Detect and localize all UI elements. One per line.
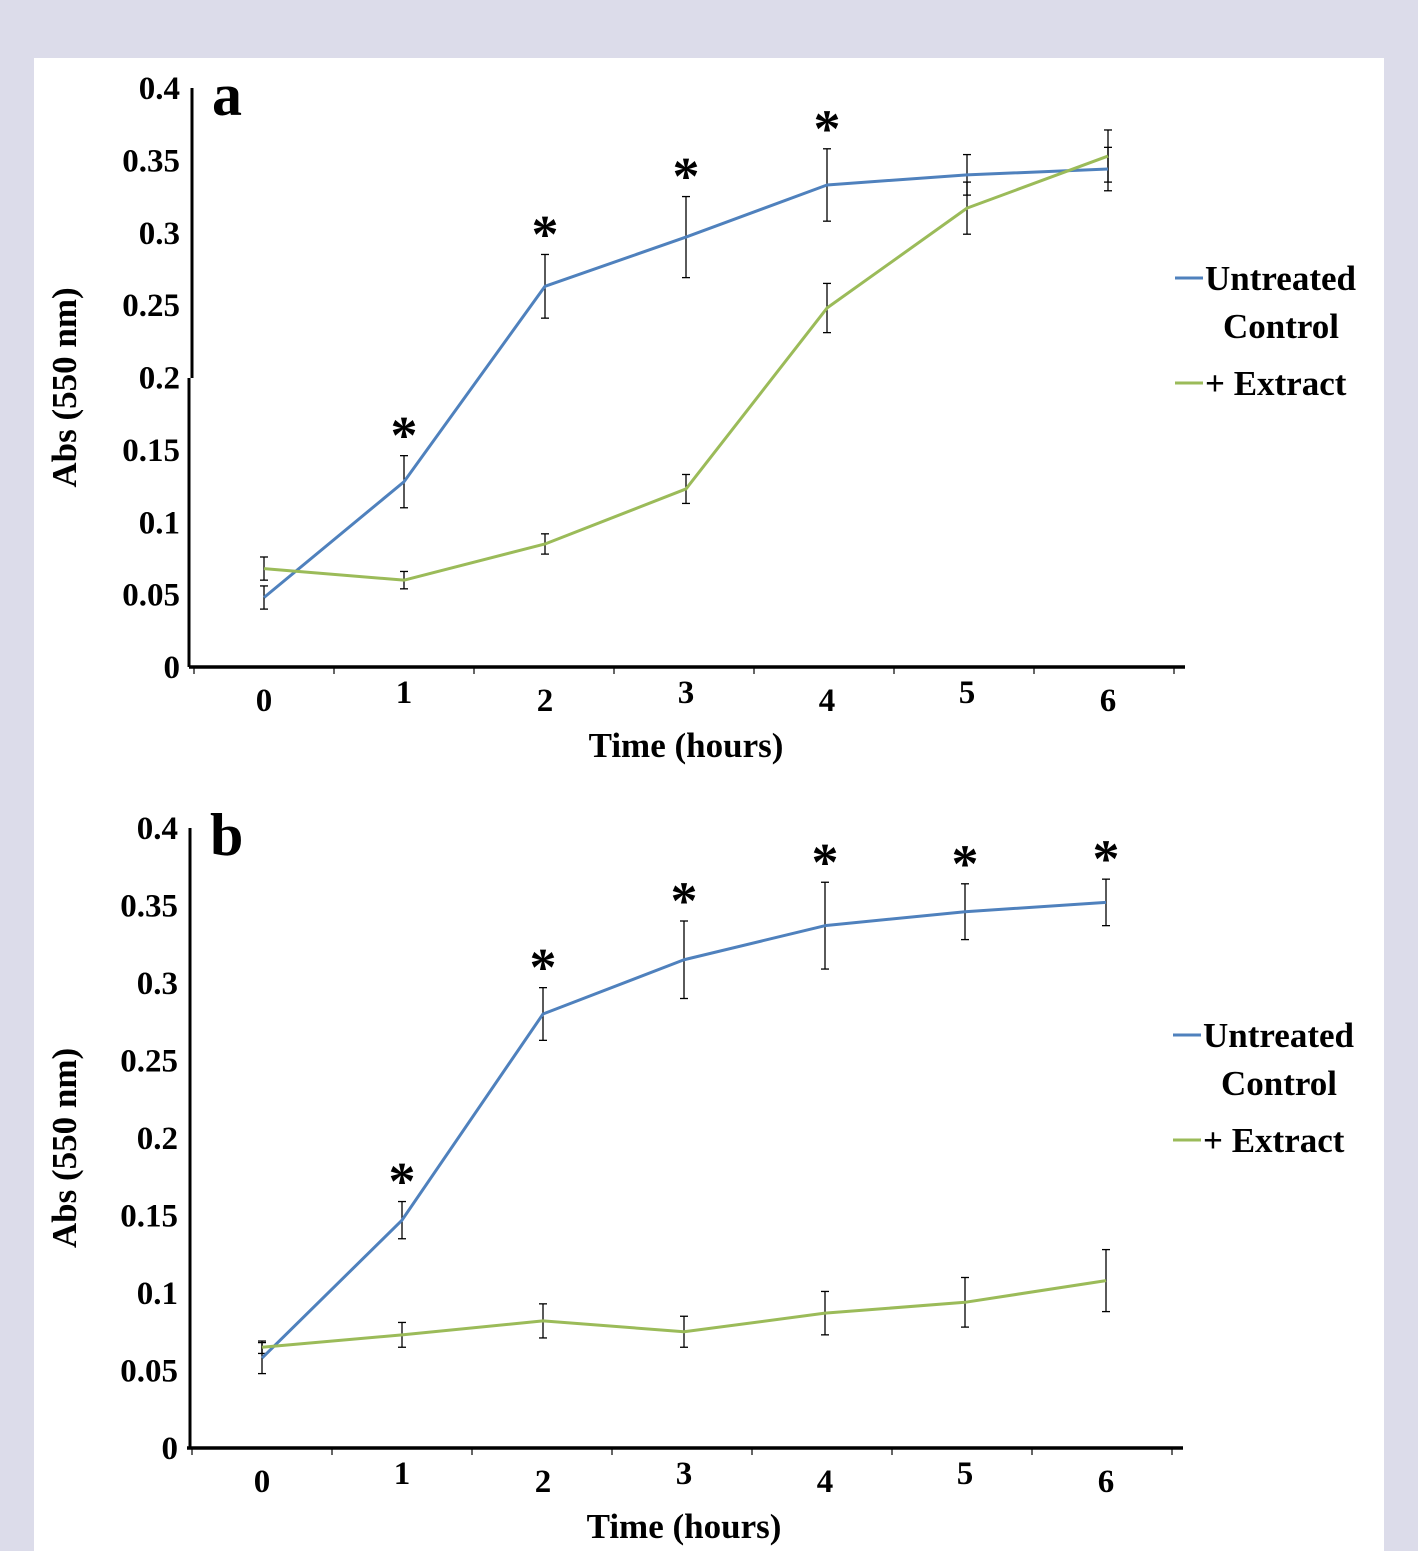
significance-asterisk: *: [673, 147, 700, 207]
x-tick-label: 0: [256, 683, 273, 719]
x-tick-label: 4: [819, 683, 836, 719]
panel-label: b: [210, 802, 243, 868]
y-tick-label: 0.15: [120, 1199, 178, 1235]
y-axis-title: Abs (550 nm): [45, 287, 84, 487]
x-axis-title: Time (hours): [587, 1507, 782, 1546]
x-tick-label: 4: [817, 1464, 834, 1500]
significance-asterisk: *: [530, 938, 557, 998]
x-tick-label: 2: [535, 1464, 552, 1500]
legend-label-extract: + Extract: [1205, 364, 1347, 403]
y-tick-label: 0.4: [137, 811, 178, 847]
x-tick-label: 6: [1098, 1464, 1115, 1500]
x-tick-label: 3: [676, 1456, 693, 1492]
x-tick-label: 5: [959, 675, 976, 711]
y-tick-label: 0.25: [120, 1044, 178, 1080]
legend: Untreated Control + Extract: [1175, 259, 1357, 403]
y-tick-label: 0.05: [122, 578, 180, 614]
significance-asterisk: *: [812, 832, 839, 892]
y-tick-label: 0.35: [122, 143, 180, 179]
y-tick-label: 0.4: [139, 71, 180, 107]
legend: Untreated Control + Extract: [1173, 1016, 1355, 1160]
series-line-extract: [261, 1279, 1107, 1349]
y-tick-label: 0.2: [139, 361, 180, 397]
chart-a: 0 0.05 0.1 0.15 0.2 0.25 0.3 0.35 0.4 0 1 2 3 4 5 6 Time…: [45, 62, 1357, 765]
y-tick-label: 0: [162, 1431, 179, 1467]
chart-b: 0 0.05 0.1 0.15 0.2 0.25 0.3 0.35 0.4 0 1 2 3 4 5 6 Time…: [45, 802, 1355, 1546]
x-tick-label: 1: [396, 675, 413, 711]
legend-label-untreated-control: Untreated Control: [1205, 259, 1357, 346]
x-tick-label: 1: [394, 1456, 411, 1492]
significance-asterisk: *: [952, 834, 979, 894]
significance-asterisk: *: [391, 406, 418, 466]
significance-asterisk: *: [389, 1152, 416, 1212]
significance-asterisk: *: [671, 871, 698, 931]
y-tick-label: 0.1: [137, 1276, 178, 1312]
y-tick-label: 0.25: [122, 288, 180, 324]
x-tick-label: 5: [957, 1456, 974, 1492]
y-axis-title: Abs (550 nm): [45, 1048, 84, 1248]
series-line-untreated-control: [263, 167, 1109, 599]
x-tick-label: 2: [537, 683, 554, 719]
series-line-untreated-control: [260, 900, 1107, 1360]
panel-label: a: [212, 62, 242, 128]
y-tick-label: 0.2: [137, 1121, 178, 1157]
significance-asterisk: *: [532, 204, 559, 264]
figure-panel: [34, 58, 1384, 1551]
y-tick-label: 0.1: [139, 505, 180, 541]
significance-asterisk: *: [1093, 829, 1120, 889]
y-tick-label: 0: [164, 650, 181, 686]
x-axis-title: Time (hours): [589, 726, 784, 765]
legend-label-extract: + Extract: [1203, 1121, 1345, 1160]
legend-label-untreated-control: Untreated Control: [1203, 1016, 1355, 1103]
y-tick-label: 0.35: [120, 889, 178, 925]
series-line-extract: [263, 154, 1109, 582]
y-tick-label: 0.3: [137, 966, 178, 1002]
x-tick-label: 0: [254, 1464, 271, 1500]
x-tick-label: 6: [1100, 683, 1117, 719]
y-tick-label: 0.3: [139, 216, 180, 252]
y-tick-label: 0.05: [120, 1354, 178, 1390]
significance-asterisk: *: [814, 99, 841, 159]
y-tick-label: 0.15: [122, 433, 180, 469]
x-tick-label: 3: [678, 675, 695, 711]
